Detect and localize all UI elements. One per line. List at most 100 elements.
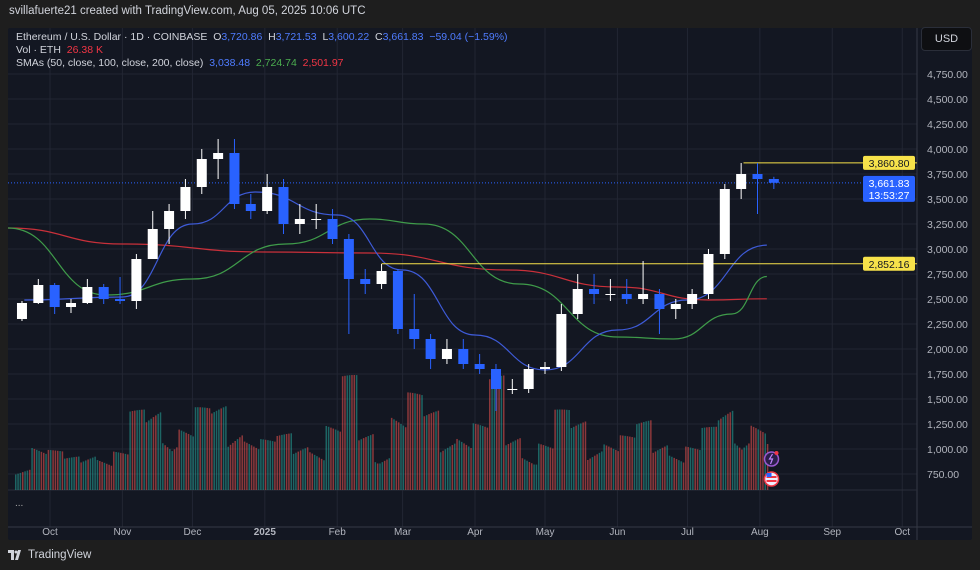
candle-body xyxy=(147,229,158,259)
candle-body xyxy=(213,153,224,159)
volume-bar xyxy=(285,433,288,490)
volume-bar xyxy=(208,408,211,490)
volume-bar xyxy=(601,451,603,490)
volume-bar xyxy=(318,457,321,490)
volume-bar xyxy=(260,439,262,490)
volume-bar xyxy=(488,379,491,490)
volume-bar xyxy=(449,446,451,490)
volume-bar xyxy=(465,444,468,490)
volume-bar xyxy=(229,444,232,490)
volume-bar xyxy=(124,453,127,490)
volume-bar xyxy=(640,422,643,490)
candle-body xyxy=(654,294,665,309)
volume-bar xyxy=(374,462,377,490)
volume-bar xyxy=(59,451,61,490)
volume-bar xyxy=(458,440,461,490)
volume-bar xyxy=(390,417,393,490)
tradingview-logo[interactable]: TradingView xyxy=(8,549,91,561)
price-chart[interactable]: 750.00 1,000.00 1,250.00 1,500.00 1,750.00 2,… xyxy=(8,28,972,540)
volume-bar xyxy=(734,443,736,490)
volume-bar xyxy=(313,454,316,490)
volume-bar xyxy=(176,447,178,490)
volume-bar xyxy=(467,446,470,490)
candle-body xyxy=(768,179,779,183)
volume-bar xyxy=(38,450,40,490)
volume-bar xyxy=(264,439,267,490)
more-indicators-button[interactable]: ... xyxy=(15,498,24,509)
volume-bar xyxy=(383,460,386,490)
volume-bar xyxy=(306,447,309,490)
volume-bar xyxy=(246,442,248,490)
volume-bar xyxy=(225,406,227,490)
volume-bar xyxy=(757,429,760,490)
volume-bar xyxy=(713,426,715,490)
last-price-tag xyxy=(863,175,915,202)
volume-bar xyxy=(57,450,59,490)
volume-bar xyxy=(708,427,710,490)
volume-bar xyxy=(365,437,367,490)
volume-bar xyxy=(645,421,647,490)
volume-bar xyxy=(409,392,412,490)
volume-bar xyxy=(598,452,601,490)
volume-bar xyxy=(411,392,414,490)
tradingview-logo-icon xyxy=(8,550,21,560)
volume-bar xyxy=(608,446,610,490)
volume-bar xyxy=(701,427,703,490)
candle-body xyxy=(294,219,305,224)
open-value: 3,720.86 xyxy=(221,31,263,43)
level-price-label: 3,860.80 xyxy=(869,158,910,170)
volume-bar xyxy=(486,427,489,490)
candle-body xyxy=(556,314,567,367)
volume-bar xyxy=(92,457,94,490)
volume-bar xyxy=(570,428,573,490)
volume-bar xyxy=(703,427,706,490)
time-axis-label: Nov xyxy=(113,527,131,538)
volume-bar xyxy=(629,436,631,490)
volume-bar xyxy=(255,447,257,490)
volume-bar xyxy=(589,458,591,490)
price-axis-label: 2,000.00 xyxy=(927,344,968,356)
volume-bar xyxy=(381,462,384,490)
volume-bar xyxy=(722,416,724,490)
volume-bar xyxy=(596,454,598,490)
volume-bar xyxy=(505,445,507,490)
volume-bar xyxy=(267,440,269,490)
volume-bar xyxy=(222,407,225,490)
candle-body xyxy=(670,304,681,309)
volume-bar xyxy=(425,415,428,490)
volume-bar xyxy=(87,459,89,490)
volume-bar xyxy=(622,435,624,490)
volume-bar xyxy=(330,427,332,490)
volume-bar xyxy=(435,411,437,490)
volume-bar xyxy=(54,450,57,490)
volume-bar xyxy=(122,453,124,490)
volume-bar xyxy=(367,436,370,490)
volume-bar xyxy=(169,449,171,490)
lightning-glyph-icon xyxy=(768,453,774,465)
candle-body xyxy=(441,349,452,359)
price-axis-label: 750.00 xyxy=(927,469,959,481)
volume-bar xyxy=(108,464,110,490)
volume-bar xyxy=(631,437,633,490)
volume-bar xyxy=(164,445,166,490)
volume-bar xyxy=(715,426,717,490)
chart-frame[interactable]: 750.00 1,000.00 1,250.00 1,500.00 1,750.00 2,… xyxy=(8,27,972,540)
volume-bar xyxy=(311,453,314,490)
volume-bar xyxy=(288,433,290,490)
volume-bar xyxy=(404,427,407,490)
volume-bar xyxy=(402,425,405,490)
candle-body xyxy=(278,187,289,224)
candle-body xyxy=(327,219,338,239)
price-axis-label: 2,500.00 xyxy=(927,294,968,306)
level-price-tag xyxy=(863,256,915,271)
currency-button[interactable]: USD xyxy=(921,27,972,51)
volume-bar xyxy=(73,457,75,490)
volume-bar xyxy=(379,463,381,490)
sma100-value: 2,724.74 xyxy=(255,57,297,69)
volume-bar xyxy=(145,422,148,490)
volume-bar xyxy=(341,376,344,490)
volume-bar xyxy=(360,439,363,490)
volume-bar xyxy=(50,450,52,490)
volume-bar xyxy=(521,458,524,490)
volume-bar xyxy=(395,420,398,490)
